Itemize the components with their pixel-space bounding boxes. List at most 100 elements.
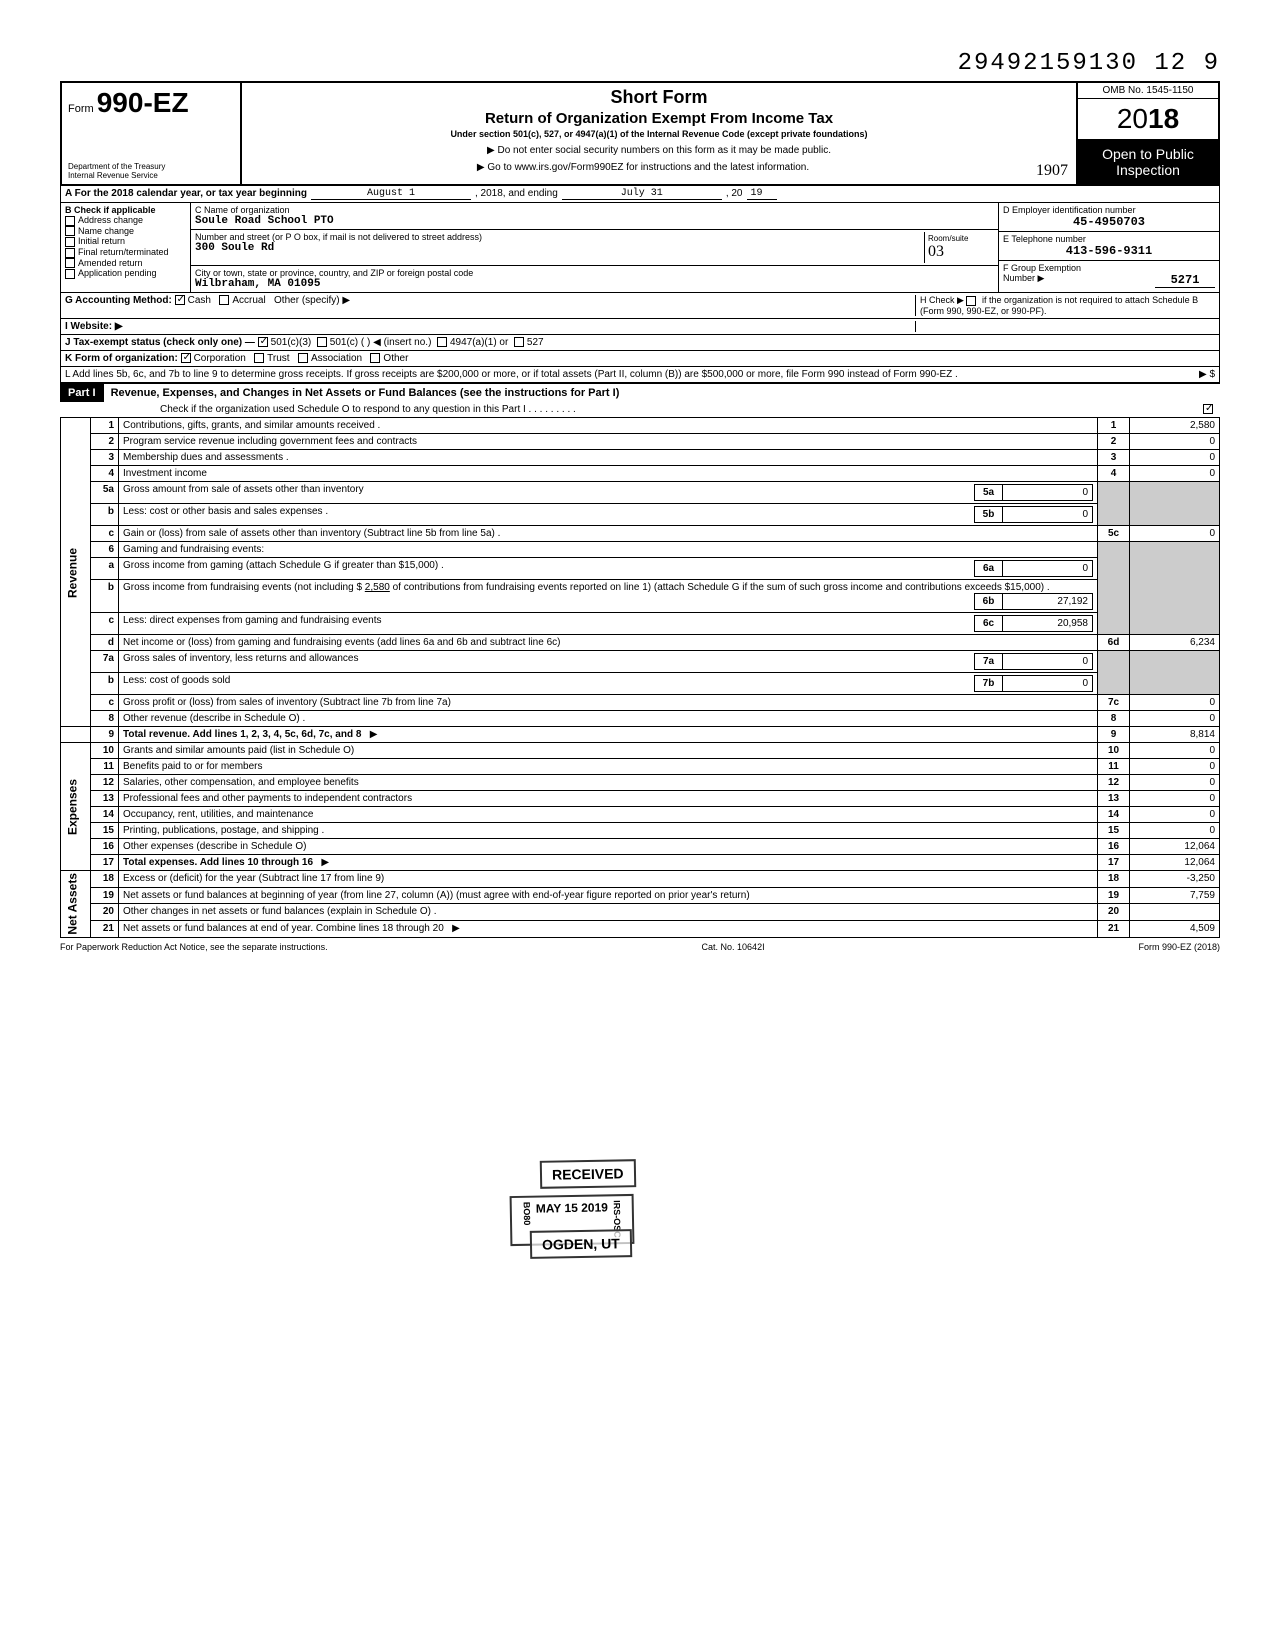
col-d-ein: D Employer identification number 45-4950…: [999, 203, 1219, 292]
cb-app-pending[interactable]: [65, 269, 75, 279]
row-j-tax-status: J Tax-exempt status (check only one) — 5…: [60, 335, 1220, 351]
cb-association[interactable]: [298, 353, 308, 363]
footer-paperwork: For Paperwork Reduction Act Notice, see …: [60, 942, 328, 952]
cb-other-org[interactable]: [370, 353, 380, 363]
side-revenue: Revenue: [61, 418, 91, 727]
omb-number: OMB No. 1545-1150: [1078, 83, 1218, 99]
line6a-amt: 0: [1003, 561, 1093, 577]
line14-amt: 0: [1130, 807, 1220, 823]
dept-irs: Internal Revenue Service: [68, 171, 234, 180]
cb-trust[interactable]: [254, 353, 264, 363]
line6b-amt: 27,192: [1003, 594, 1093, 610]
tax-year-end: July 31: [562, 188, 722, 200]
group-exemption: 5271: [1155, 273, 1215, 288]
row-l-gross-receipts: L Add lines 5b, 6c, and 7b to line 9 to …: [60, 367, 1220, 383]
line16-amt: 12,064: [1130, 839, 1220, 855]
line5a-amt: 0: [1003, 485, 1093, 501]
footer-cat: Cat. No. 10642I: [702, 942, 765, 952]
cb-schedule-b[interactable]: [966, 296, 976, 306]
side-net-assets: Net Assets: [61, 871, 91, 938]
subtitle: Under section 501(c), 527, or 4947(a)(1)…: [250, 129, 1068, 139]
line13-amt: 0: [1130, 791, 1220, 807]
line6b-contrib: 2,580: [365, 582, 390, 593]
line7b-amt: 0: [1003, 676, 1093, 692]
cb-initial-return[interactable]: [65, 237, 75, 247]
cb-schedule-o[interactable]: [1203, 404, 1213, 414]
part1-check-o: Check if the organization used Schedule …: [60, 402, 1220, 417]
form-header: Form 990-EZ Department of the Treasury I…: [60, 81, 1220, 186]
tax-year-begin: August 1: [311, 188, 471, 200]
col-c-org: C Name of organization Soule Road School…: [191, 203, 999, 292]
org-city: Wilbraham, MA 01095: [195, 278, 994, 290]
header-center: Short Form Return of Organization Exempt…: [242, 83, 1078, 184]
page-footer: For Paperwork Reduction Act Notice, see …: [60, 942, 1220, 952]
telephone: 413-596-9311: [1003, 244, 1215, 258]
cb-cash[interactable]: [175, 295, 185, 305]
line2-amt: 0: [1130, 434, 1220, 450]
cb-final-return[interactable]: [65, 248, 75, 258]
open-inspection: Open to Public Inspection: [1078, 140, 1218, 184]
line12-amt: 0: [1130, 775, 1220, 791]
note-url: ▶ Go to www.irs.gov/Form990EZ for instru…: [477, 162, 809, 173]
part1-table: Revenue 1Contributions, gifts, grants, a…: [60, 417, 1220, 938]
part1-label: Part I: [60, 384, 104, 402]
dept-treasury: Department of the Treasury: [68, 162, 234, 171]
cb-corporation[interactable]: [181, 353, 191, 363]
note-ssn: ▶ Do not enter social security numbers o…: [250, 145, 1068, 156]
row-a-tax-year: A For the 2018 calendar year, or tax yea…: [60, 186, 1220, 203]
org-info-section: B Check if applicable Address change Nam…: [60, 203, 1220, 293]
line7c-amt: 0: [1130, 695, 1220, 711]
line11-amt: 0: [1130, 759, 1220, 775]
stamp-ogden: OGDEN, UT: [530, 1229, 632, 1259]
line15-amt: 0: [1130, 823, 1220, 839]
line18-amt: -3,250: [1130, 871, 1220, 888]
title-return: Return of Organization Exempt From Incom…: [250, 110, 1068, 127]
cb-address-change[interactable]: [65, 216, 75, 226]
tax-year: 2018: [1078, 99, 1218, 140]
title-short-form: Short Form: [250, 87, 1068, 108]
line17-amt: 12,064: [1130, 855, 1220, 871]
part1-title: Revenue, Expenses, and Changes in Net As…: [107, 384, 624, 402]
header-left: Form 990-EZ Department of the Treasury I…: [62, 83, 242, 184]
col-b-checkboxes: B Check if applicable Address change Nam…: [61, 203, 191, 292]
ein: 45-4950703: [1003, 215, 1215, 229]
line19-amt: 7,759: [1130, 887, 1220, 904]
cb-501c3[interactable]: [258, 337, 268, 347]
cb-527[interactable]: [514, 337, 524, 347]
header-right: OMB No. 1545-1150 2018 Open to Public In…: [1078, 83, 1218, 184]
line10-amt: 0: [1130, 743, 1220, 759]
line20-amt: [1130, 904, 1220, 921]
line7a-amt: 0: [1003, 654, 1093, 670]
row-g-accounting: G Accounting Method: Cash Accrual Other …: [60, 293, 1220, 319]
tax-year-end-yr: 19: [747, 188, 777, 200]
row-h: H Check ▶ if the organization is not req…: [915, 295, 1215, 316]
form-number: 990-EZ: [97, 87, 189, 118]
cb-name-change[interactable]: [65, 226, 75, 236]
form-label: Form: [68, 103, 94, 115]
part1-header-row: Part I Revenue, Expenses, and Changes in…: [60, 383, 1220, 402]
side-expenses: Expenses: [61, 743, 91, 871]
room-suite: Room/suite 03: [924, 232, 994, 263]
line5b-amt: 0: [1003, 507, 1093, 523]
line6c-amt: 20,958: [1003, 616, 1093, 632]
cb-accrual[interactable]: [219, 295, 229, 305]
seq-number: 1907: [1036, 162, 1068, 180]
line8-amt: 0: [1130, 711, 1220, 727]
cb-501c[interactable]: [317, 337, 327, 347]
stamp-received: RECEIVED: [540, 1159, 636, 1189]
cb-amended[interactable]: [65, 258, 75, 268]
line1-amt: 2,580: [1130, 418, 1220, 434]
row-k-form-org: K Form of organization: Corporation Trus…: [60, 351, 1220, 367]
row-i-website: I Website: ▶: [60, 319, 1220, 335]
line4-amt: 0: [1130, 466, 1220, 482]
line6d-amt: 6,234: [1130, 635, 1220, 651]
footer-form: Form 990-EZ (2018): [1138, 942, 1220, 952]
dln-number: 29492159130 12 9: [60, 50, 1220, 77]
line5c-amt: 0: [1130, 526, 1220, 542]
cb-4947[interactable]: [437, 337, 447, 347]
org-address: 300 Soule Rd: [195, 242, 924, 254]
line21-amt: 4,509: [1130, 920, 1220, 937]
line3-amt: 0: [1130, 450, 1220, 466]
line9-amt: 8,814: [1130, 727, 1220, 743]
org-name: Soule Road School PTO: [195, 215, 994, 227]
